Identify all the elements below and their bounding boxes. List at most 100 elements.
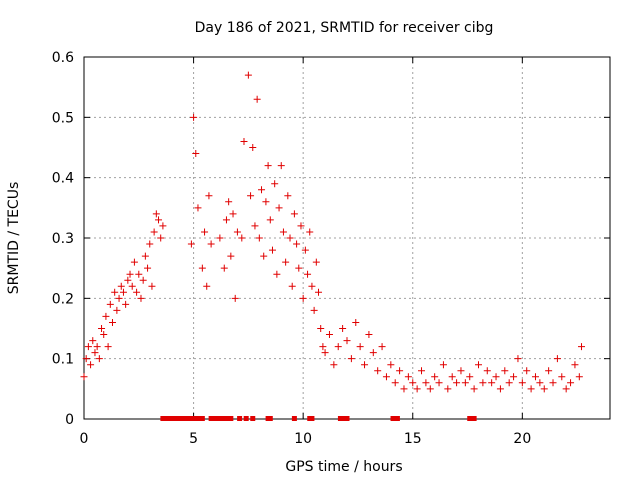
data-point bbox=[277, 162, 285, 170]
data-point bbox=[207, 240, 215, 248]
x-axis-label: GPS time / hours bbox=[285, 459, 402, 475]
data-point bbox=[192, 150, 200, 158]
y-tick-label: 0.3 bbox=[52, 231, 74, 247]
data-point bbox=[203, 282, 211, 290]
data-point bbox=[549, 379, 557, 387]
data-point bbox=[194, 204, 202, 212]
data-point bbox=[492, 373, 500, 381]
data-point bbox=[137, 294, 145, 302]
data-point bbox=[435, 379, 443, 387]
data-point bbox=[247, 192, 255, 200]
data-point bbox=[93, 343, 101, 351]
data-point bbox=[84, 343, 92, 351]
data-point bbox=[279, 228, 287, 236]
data-point bbox=[100, 331, 108, 339]
data-point bbox=[201, 228, 209, 236]
baseline-marker bbox=[250, 416, 256, 421]
data-point bbox=[106, 300, 114, 308]
data-point bbox=[396, 367, 404, 375]
data-point bbox=[146, 240, 154, 248]
data-point bbox=[558, 373, 566, 381]
data-point bbox=[325, 331, 333, 339]
data-point bbox=[378, 343, 386, 351]
data-point bbox=[310, 306, 318, 314]
data-point bbox=[400, 385, 408, 393]
data-point bbox=[159, 222, 167, 230]
data-point bbox=[448, 373, 456, 381]
baseline-marker bbox=[160, 416, 166, 421]
data-point bbox=[288, 282, 296, 290]
y-tick-label: 0.1 bbox=[52, 352, 74, 368]
baseline-marker bbox=[228, 416, 234, 421]
data-point bbox=[275, 204, 283, 212]
data-point bbox=[510, 373, 518, 381]
data-point bbox=[483, 367, 491, 375]
data-point bbox=[266, 216, 274, 224]
baseline-marker bbox=[199, 416, 205, 421]
data-point bbox=[306, 228, 314, 236]
y-axis-label: SRMTID / TECUs bbox=[6, 182, 22, 295]
data-point bbox=[113, 306, 121, 314]
data-point bbox=[334, 343, 342, 351]
data-point bbox=[321, 349, 329, 357]
data-point bbox=[260, 252, 268, 260]
y-tick-label: 0.4 bbox=[52, 171, 74, 187]
data-point bbox=[80, 373, 88, 381]
data-point bbox=[227, 252, 235, 260]
data-point bbox=[418, 367, 426, 375]
data-point bbox=[540, 385, 548, 393]
data-point bbox=[431, 373, 439, 381]
data-point bbox=[290, 210, 298, 218]
data-point bbox=[501, 367, 509, 375]
data-point bbox=[527, 385, 535, 393]
data-point bbox=[374, 367, 382, 375]
data-point bbox=[475, 361, 482, 369]
data-point bbox=[315, 288, 323, 296]
baseline-marker bbox=[267, 416, 273, 421]
baseline-marker bbox=[471, 416, 477, 421]
data-point bbox=[117, 282, 125, 290]
data-point bbox=[95, 355, 103, 363]
data-point bbox=[139, 276, 147, 284]
data-point bbox=[273, 270, 281, 278]
data-point bbox=[205, 192, 213, 200]
data-point bbox=[422, 379, 430, 387]
data-point bbox=[404, 373, 412, 381]
data-point bbox=[104, 343, 112, 351]
data-point bbox=[409, 379, 417, 387]
data-point bbox=[312, 258, 320, 266]
data-point bbox=[553, 355, 561, 363]
data-point bbox=[571, 361, 579, 369]
data-point bbox=[231, 294, 239, 302]
baseline-marker bbox=[186, 416, 192, 421]
data-point bbox=[187, 240, 195, 248]
data-point bbox=[536, 379, 544, 387]
data-point bbox=[387, 361, 395, 369]
data-point bbox=[488, 379, 496, 387]
data-point bbox=[317, 325, 325, 332]
baseline-marker bbox=[394, 416, 400, 421]
data-point bbox=[91, 349, 99, 357]
baseline-markers bbox=[160, 416, 477, 421]
data-point bbox=[295, 264, 303, 272]
data-point bbox=[304, 270, 312, 278]
data-point bbox=[82, 355, 90, 363]
data-point bbox=[562, 385, 570, 393]
data-point bbox=[330, 361, 338, 369]
data-point bbox=[152, 210, 160, 218]
tick-labels: 0 0.1 0.2 0.3 0.4 0.5 0.6 0 5 10 15 20 bbox=[52, 50, 532, 447]
data-point bbox=[128, 282, 136, 290]
data-point bbox=[301, 246, 309, 254]
data-point bbox=[258, 186, 266, 194]
data-point bbox=[567, 379, 575, 387]
baseline-marker bbox=[237, 416, 243, 421]
data-point bbox=[514, 355, 522, 363]
baseline-marker bbox=[344, 416, 350, 421]
data-point bbox=[98, 325, 106, 332]
data-point bbox=[122, 300, 130, 308]
data-point bbox=[286, 234, 294, 242]
data-point bbox=[575, 373, 583, 381]
data-point bbox=[251, 222, 259, 230]
data-point bbox=[426, 385, 434, 393]
data-point bbox=[282, 258, 290, 266]
